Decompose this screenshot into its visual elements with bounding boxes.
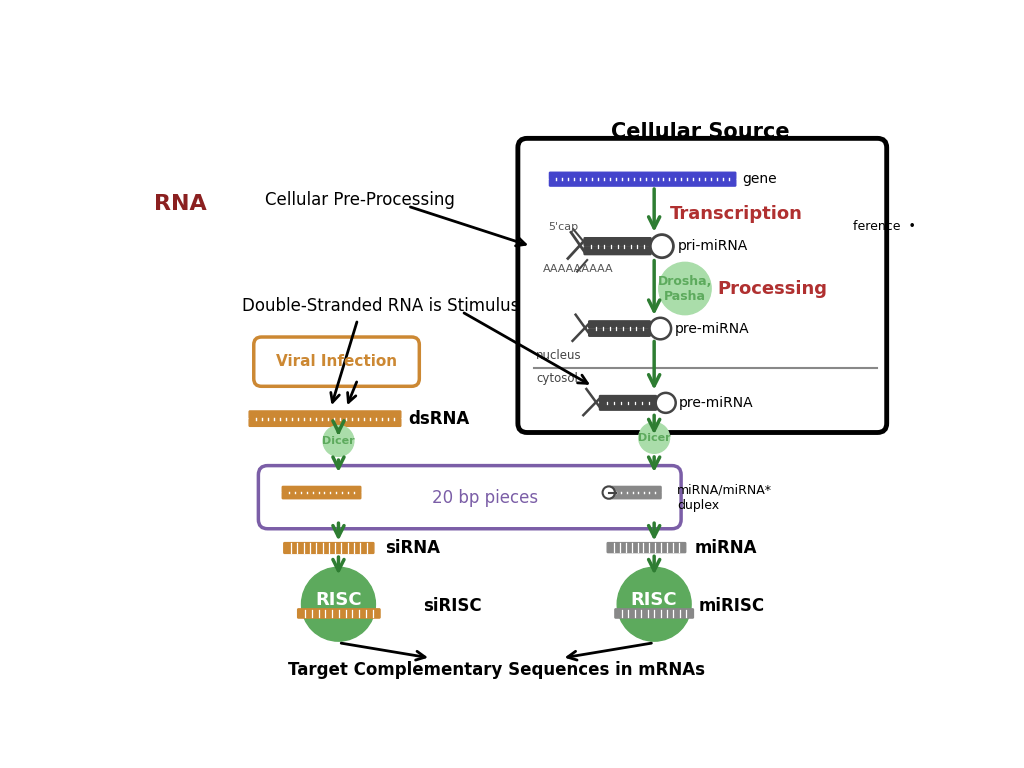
Text: Processing: Processing <box>717 280 827 297</box>
Text: Dicer: Dicer <box>323 436 354 446</box>
FancyBboxPatch shape <box>518 138 887 432</box>
FancyBboxPatch shape <box>609 486 662 492</box>
FancyBboxPatch shape <box>589 321 650 328</box>
FancyBboxPatch shape <box>550 179 736 186</box>
Circle shape <box>658 263 711 315</box>
FancyBboxPatch shape <box>584 237 651 246</box>
Circle shape <box>602 486 614 498</box>
Text: RISC: RISC <box>315 591 361 609</box>
FancyBboxPatch shape <box>609 492 662 498</box>
Text: Double-Stranded RNA is Stimulus: Double-Stranded RNA is Stimulus <box>243 297 519 315</box>
FancyBboxPatch shape <box>584 247 651 255</box>
FancyBboxPatch shape <box>607 543 686 553</box>
Text: pre-miRNA: pre-miRNA <box>679 396 754 410</box>
Text: cytosol: cytosol <box>537 372 579 385</box>
Text: pre-miRNA: pre-miRNA <box>675 322 750 336</box>
Text: 20 bp pieces: 20 bp pieces <box>432 489 538 507</box>
Circle shape <box>655 393 676 413</box>
Text: Target Complementary Sequences in mRNAs: Target Complementary Sequences in mRNAs <box>288 660 705 679</box>
Text: miRISC: miRISC <box>698 597 765 614</box>
FancyBboxPatch shape <box>298 609 380 618</box>
Text: Drosha,
Pasha: Drosha, Pasha <box>657 274 712 303</box>
Circle shape <box>301 568 376 641</box>
Text: ference  •: ference • <box>853 220 915 233</box>
Text: Cellular Source: Cellular Source <box>611 122 790 142</box>
FancyBboxPatch shape <box>283 492 360 498</box>
Text: Dicer: Dicer <box>638 433 671 443</box>
FancyBboxPatch shape <box>283 486 360 492</box>
FancyBboxPatch shape <box>249 411 400 419</box>
Text: Cellular Pre-Processing: Cellular Pre-Processing <box>265 191 456 209</box>
Text: RISC: RISC <box>631 591 678 609</box>
Text: RNA: RNA <box>154 194 207 214</box>
Text: dsRNA: dsRNA <box>408 409 469 428</box>
FancyBboxPatch shape <box>614 609 693 618</box>
Text: AAAAAAAAA: AAAAAAAAA <box>543 264 613 274</box>
Text: 5'cap: 5'cap <box>549 222 579 232</box>
Circle shape <box>649 318 671 339</box>
Circle shape <box>323 425 354 456</box>
FancyBboxPatch shape <box>284 543 374 554</box>
Circle shape <box>639 422 670 453</box>
Text: nucleus: nucleus <box>537 349 582 362</box>
FancyBboxPatch shape <box>258 465 681 528</box>
FancyBboxPatch shape <box>599 396 656 402</box>
FancyBboxPatch shape <box>599 403 656 410</box>
FancyBboxPatch shape <box>589 329 650 336</box>
Circle shape <box>650 234 674 258</box>
Circle shape <box>617 568 691 641</box>
FancyBboxPatch shape <box>550 172 736 179</box>
Text: pri-miRNA: pri-miRNA <box>677 239 748 253</box>
Text: siRNA: siRNA <box>385 539 439 557</box>
Text: miRNA: miRNA <box>695 539 758 557</box>
Text: miRNA/miRNA*
duplex: miRNA/miRNA* duplex <box>677 484 772 512</box>
Text: Viral Infection: Viral Infection <box>276 354 397 369</box>
FancyBboxPatch shape <box>254 337 419 386</box>
FancyBboxPatch shape <box>249 419 400 426</box>
Text: siRISC: siRISC <box>423 597 481 614</box>
Text: gene: gene <box>742 172 777 186</box>
Text: Transcription: Transcription <box>670 205 803 223</box>
